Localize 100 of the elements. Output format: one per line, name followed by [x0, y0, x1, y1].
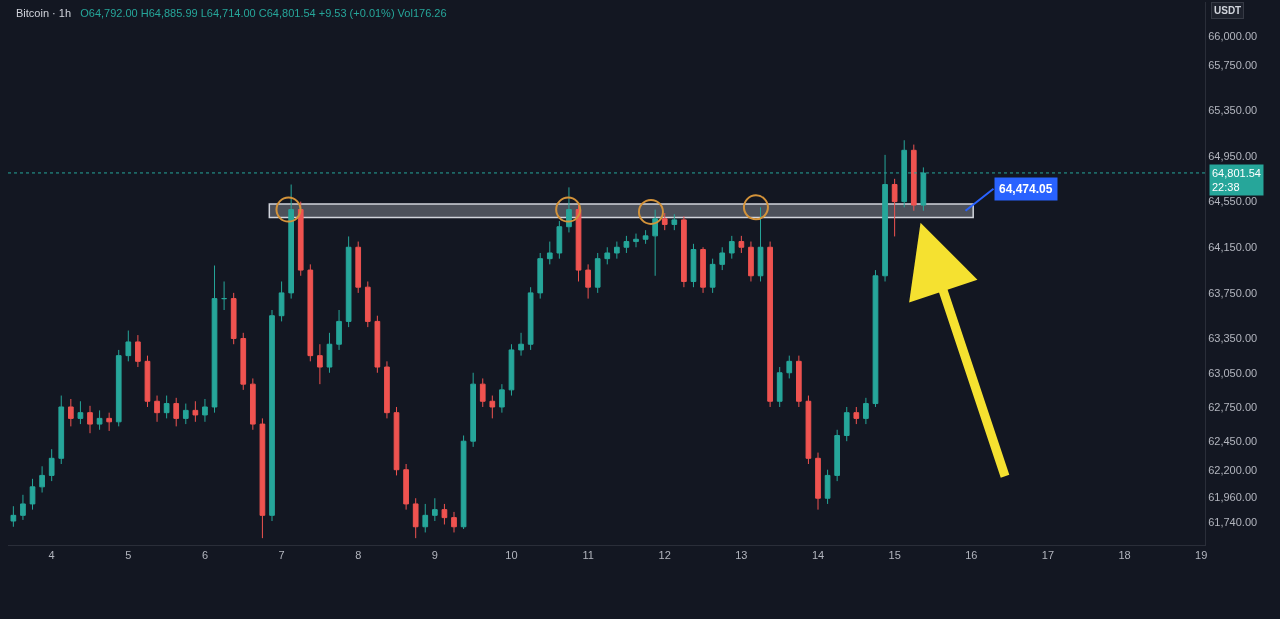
x-tick-label: 12: [658, 549, 671, 562]
candlestick: [556, 220, 563, 260]
candlestick: [738, 235, 745, 254]
x-tick-label: 5: [125, 549, 132, 562]
candlestick: [364, 280, 371, 328]
candlestick: [671, 213, 678, 231]
x-tick-label: 7: [278, 549, 285, 562]
y-tick-label: 63,750.00: [1208, 286, 1258, 299]
candlestick: [575, 204, 582, 282]
candlestick: [288, 184, 294, 300]
candlestick: [240, 332, 247, 391]
candlestick: [412, 497, 419, 539]
candlestick: [259, 417, 266, 539]
candlestick: [700, 246, 706, 294]
candlestick: [872, 269, 879, 408]
candlestick: [508, 343, 515, 397]
x-tick-label: 18: [1118, 549, 1131, 562]
band-label: 64,474.05: [999, 182, 1053, 196]
candlestick: [546, 241, 553, 265]
x-tick-label: 15: [888, 549, 901, 562]
y-tick-label: 64,550.00: [1208, 195, 1258, 208]
candlestick: [594, 252, 601, 294]
candlestick: [728, 235, 735, 260]
candlestick: [815, 452, 821, 511]
y-tick-label: 63,050.00: [1208, 366, 1258, 379]
candlestick: [48, 448, 55, 482]
y-tick-label: 62,200.00: [1208, 463, 1258, 476]
candlestick: [566, 186, 572, 233]
candlestick: [278, 280, 285, 322]
x-tick-label: 13: [735, 549, 748, 562]
candlestick: [67, 398, 74, 427]
candlestick: [642, 229, 649, 245]
candlestick: [154, 395, 160, 423]
candlestick: [843, 406, 850, 442]
candlestick: [805, 395, 812, 465]
candlestick: [393, 406, 400, 476]
x-tick-label: 16: [965, 549, 978, 562]
candlestick: [499, 383, 505, 414]
candlestick: [451, 511, 457, 533]
candlestick: [317, 343, 323, 385]
x-tick-label: 4: [48, 549, 55, 562]
candlestick: [39, 465, 45, 494]
candlestick: [125, 330, 132, 362]
candlestick: [786, 355, 793, 379]
candlestick: [633, 233, 639, 248]
candlestick: [604, 246, 611, 265]
candlestick: [690, 243, 697, 288]
candlestick: [326, 332, 333, 374]
ref-line-label: 64,801.54 22:38: [1212, 167, 1261, 194]
candlestick: [29, 478, 36, 511]
y-tick-label: 66,000.00: [1208, 30, 1258, 43]
candlestick: [202, 398, 208, 423]
candlestick: [249, 377, 256, 431]
y-tick-label: 64,950.00: [1208, 149, 1258, 162]
candlestick: [518, 332, 524, 357]
candlestick: [719, 246, 726, 271]
candlestick: [460, 434, 467, 530]
y-tick-label: 65,350.00: [1208, 104, 1258, 117]
x-tick-label: 8: [355, 549, 362, 562]
candlestick: [891, 178, 898, 237]
candlestick: [432, 497, 438, 522]
x-tick-label: 19: [1195, 549, 1208, 562]
candlestick: [345, 235, 352, 328]
candlestick: [297, 201, 304, 277]
candlestick: [403, 463, 409, 511]
candlestick: [824, 469, 831, 505]
candlestick: [269, 309, 275, 522]
y-tick-label: 64,150.00: [1208, 241, 1258, 254]
candlestick: [144, 355, 151, 408]
candlestick: [58, 395, 65, 465]
y-axis-title: USDT: [1214, 5, 1242, 16]
candlestick: [652, 209, 659, 277]
candlestick: [115, 349, 122, 427]
y-tick-label: 62,750.00: [1208, 400, 1258, 413]
candlestick: [441, 503, 448, 525]
x-tick-label: 17: [1041, 549, 1055, 562]
candlestick: [374, 315, 381, 374]
candlestick: [77, 400, 84, 425]
candlestick: [336, 309, 342, 351]
candlestick: [422, 503, 429, 533]
x-tick-label: 9: [431, 549, 438, 562]
y-tick-label: 65,750.00: [1208, 58, 1258, 71]
candlestick: [709, 258, 716, 294]
candlestick: [355, 241, 362, 294]
candlestick: [489, 395, 496, 419]
candlestick: [163, 395, 170, 419]
candlestick: [796, 355, 802, 408]
candlestick: [767, 241, 773, 408]
y-tick-label: 62,450.00: [1208, 435, 1258, 448]
candlestick: [96, 409, 103, 431]
candlestick: [307, 263, 314, 362]
y-tick-label: 61,960.00: [1208, 490, 1258, 503]
candlestick: [221, 280, 227, 311]
chart-subtitle: O64,792.00 H64,885.99 L64,714.00 C64,801.54 +9.53 (+0.01%) Vol176.26: [80, 7, 447, 19]
candlestick: [192, 400, 199, 423]
candlestick: [537, 252, 544, 300]
candlestick: [834, 429, 841, 482]
candlestick: [182, 403, 189, 425]
candlestick: [384, 360, 390, 419]
candlestick: [910, 144, 917, 212]
